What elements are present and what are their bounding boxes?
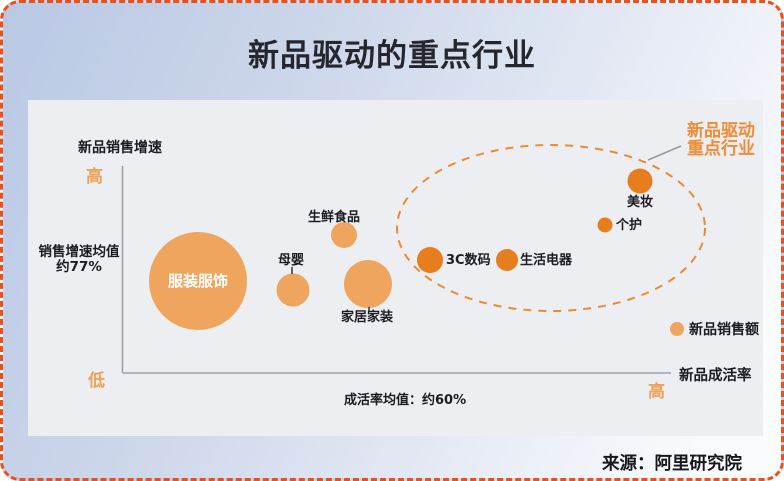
- y-axis-mean-note-line1: 销售增速均值: [38, 244, 120, 260]
- y-axis-title: 新品销售增速: [78, 140, 162, 156]
- highlight-ellipse: [396, 144, 706, 312]
- bubble-fresh-food: [331, 222, 357, 248]
- page-title: 新品驱动的重点行业: [248, 38, 536, 74]
- bubble-beauty: [627, 168, 653, 194]
- y-axis-mean-note: 销售增速均值 约77%: [33, 245, 125, 274]
- x-axis-title: 新品成活率: [679, 368, 752, 384]
- y-axis-high-label: 高: [86, 167, 103, 187]
- bubble-label-home-furnishing: 家居家装: [341, 309, 393, 325]
- chart-panel: 服装服饰 母婴家居家装 生鲜食品 3C数码 生活电器 个护 美妆 新品销售增速 高 低 销售…: [28, 100, 763, 436]
- bubble-label-household-appliances: 生活电器: [520, 252, 573, 268]
- highlight-annotation-line2: 重点行业: [687, 139, 755, 159]
- y-axis-low-label: 低: [88, 371, 105, 391]
- source-note: 来源：阿里研究院: [602, 454, 742, 474]
- highlight-annotation-line1: 新品驱动: [687, 121, 755, 141]
- bubble-3c-digital: [417, 247, 443, 273]
- legend-label: 新品销售额: [689, 322, 759, 338]
- bubble-label-fresh-food: 生鲜食品: [308, 209, 360, 225]
- bubble-personal-care: [597, 217, 613, 233]
- bubble-label-personal-care: 个护: [615, 217, 642, 233]
- x-axis-mean-note: 成活率均值：约60%: [344, 393, 467, 408]
- bubble-label-3c-digital: 3C数码: [446, 252, 491, 268]
- bubble-label-maternity: 母婴: [278, 252, 304, 268]
- highlight-annotation: 新品驱动 重点行业: [681, 122, 761, 158]
- bubble-household-appliances: [496, 249, 518, 271]
- bubble-home-furnishing: [344, 260, 392, 308]
- bubble-maternity: [276, 273, 310, 307]
- legend-bubble-icon: [670, 322, 684, 336]
- bubble-label-beauty: 美妆: [627, 194, 653, 210]
- bubble-label-apparel: 服装服饰: [168, 272, 228, 290]
- bubble-apparel: [149, 232, 247, 330]
- x-axis-high-label: 高: [648, 382, 665, 402]
- y-axis-mean-note-line2: 约77%: [56, 258, 102, 275]
- annotation-pointer-line: [647, 145, 682, 161]
- legend: 新品销售额: [670, 319, 759, 339]
